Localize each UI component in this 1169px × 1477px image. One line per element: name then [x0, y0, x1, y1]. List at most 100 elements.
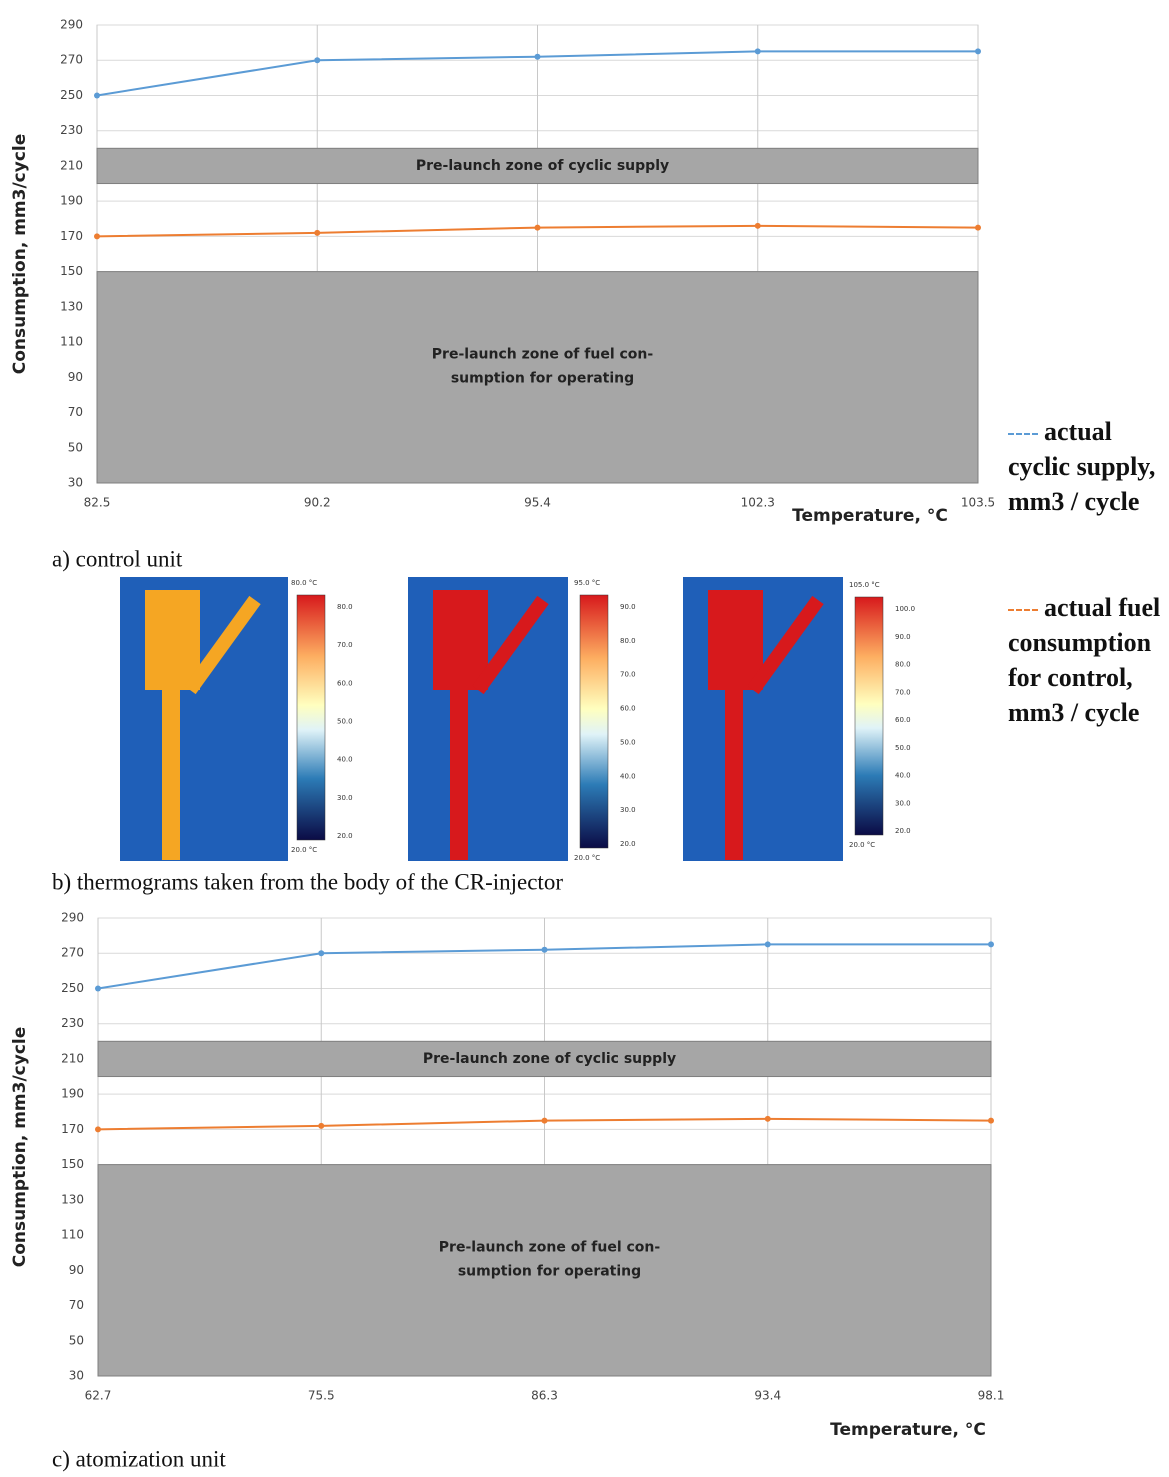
colorbar-tick: 30.0 [620, 806, 636, 814]
point [314, 229, 321, 236]
y-tick-label: 130 [61, 1192, 84, 1206]
colorbar-min: 20.0 °C [291, 846, 317, 854]
legend-entry: actual cyclic supply, mm3 / cycle [1008, 414, 1168, 519]
y-tick-label: 70 [68, 405, 83, 419]
zone-label: sumption for operating [458, 1264, 641, 1280]
colorbar-tick: 20.0 [620, 840, 636, 848]
caption: b) thermograms taken from the body of th… [52, 869, 563, 894]
point [541, 1117, 548, 1124]
zone-label: Pre-launch zone of fuel con- [439, 1240, 661, 1256]
colorbar-tick: 60.0 [620, 705, 636, 713]
x-tick-label: 82.5 [84, 496, 111, 510]
colorbar-tick: 60.0 [337, 679, 353, 687]
colorbar-tick: 70.0 [620, 671, 636, 679]
colorbar-tick: 40.0 [895, 772, 911, 780]
y-tick-label: 170 [60, 229, 83, 243]
y-tick-label: 210 [61, 1051, 84, 1065]
point [988, 1117, 994, 1124]
point [95, 1126, 101, 1133]
colorbar-tick: 70.0 [337, 641, 353, 649]
colorbar-tick: 50.0 [620, 738, 636, 746]
y-tick-label: 190 [60, 194, 83, 208]
injector-pipe [184, 595, 261, 695]
colorbar-tick: 40.0 [620, 772, 636, 780]
x-tick-label: 75.5 [308, 1389, 335, 1403]
y-tick-label: 30 [69, 1369, 84, 1383]
x-tick-label: 98.1 [978, 1389, 1005, 1403]
y-tick-label: 90 [69, 1263, 84, 1277]
colorbar-min: 20.0 °C [574, 854, 600, 862]
colorbar-tick: 20.0 [337, 832, 353, 840]
y-tick-label: 250 [60, 88, 83, 102]
colorbar-tick: 50.0 [895, 744, 911, 752]
zone-label: sumption for operating [451, 371, 634, 387]
colorbar-tick: 50.0 [337, 718, 353, 726]
point [541, 946, 548, 953]
zone [97, 1164, 992, 1377]
legend-entry: actual fuel consumption for control, mm3… [1008, 590, 1168, 730]
point [988, 941, 994, 948]
colorbar-tick: 70.0 [895, 688, 911, 696]
x-tick-label: 90.2 [304, 496, 331, 510]
y-tick-label: 30 [68, 476, 83, 490]
y-tick-label: 130 [60, 299, 83, 313]
y-tick-label: 170 [61, 1122, 84, 1136]
y-axis-title: Consumption, mm3/cycle [10, 1027, 30, 1268]
y-tick-label: 290 [60, 18, 83, 32]
colorbar-max: 105.0 °C [849, 581, 880, 589]
colorbar-tick: 30.0 [337, 794, 353, 802]
colorbar [854, 596, 884, 836]
y-tick-label: 270 [61, 946, 84, 960]
x-axis-title: Temperature, °C [830, 1420, 986, 1440]
legend-swatch [1008, 433, 1038, 436]
legend-label: actual fuel consumption for control, mm3… [1008, 593, 1161, 727]
caption: a) control unit [52, 546, 183, 571]
y-tick-label: 70 [69, 1298, 84, 1312]
injector-body [433, 590, 488, 860]
y-tick-label: 50 [69, 1333, 84, 1347]
colorbar-tick: 100.0 [895, 605, 915, 613]
point [975, 224, 981, 231]
colorbar-max: 80.0 °C [291, 579, 317, 587]
point [534, 224, 541, 231]
zone [97, 1040, 992, 1078]
colorbar [296, 594, 326, 841]
colorbar-tick: 80.0 [337, 603, 353, 611]
x-tick-label: 102.3 [741, 496, 775, 510]
injector-body [145, 590, 200, 860]
point [94, 233, 100, 240]
colorbar-tick: 60.0 [895, 716, 911, 724]
y-tick-label: 270 [60, 53, 83, 67]
y-tick-label: 110 [61, 1228, 84, 1242]
zone-label: Pre-launch zone of fuel con- [432, 347, 654, 363]
colorbar-tick: 90.0 [895, 633, 911, 641]
y-tick-label: 90 [68, 370, 83, 384]
point [975, 48, 981, 55]
y-tick-label: 290 [61, 911, 84, 925]
colorbar-max: 95.0 °C [574, 579, 600, 587]
x-tick-label: 62.7 [85, 1389, 112, 1403]
point [534, 53, 541, 60]
y-tick-label: 190 [61, 1087, 84, 1101]
point [764, 941, 771, 948]
colorbar-tick: 30.0 [895, 799, 911, 807]
colorbar [579, 594, 609, 849]
y-tick-label: 150 [61, 1157, 84, 1171]
x-tick-label: 103.5 [961, 496, 995, 510]
colorbar-tick: 90.0 [620, 603, 636, 611]
caption: c) atomization unit [52, 1446, 226, 1471]
point [764, 1115, 771, 1122]
zone [96, 271, 979, 484]
legend-label: actual cyclic supply, mm3 / cycle [1008, 417, 1156, 516]
zone-label: Pre-launch zone of cyclic supply [416, 158, 669, 174]
y-tick-label: 210 [60, 158, 83, 172]
y-tick-label: 230 [60, 123, 83, 137]
x-axis-title: Temperature, °C [792, 506, 948, 526]
x-tick-label: 86.3 [531, 1389, 558, 1403]
injector-body [708, 590, 763, 860]
colorbar-tick: 80.0 [620, 637, 636, 645]
colorbar-tick: 80.0 [895, 661, 911, 669]
point [754, 222, 761, 229]
y-axis-title: Consumption, mm3/cycle [10, 134, 30, 375]
